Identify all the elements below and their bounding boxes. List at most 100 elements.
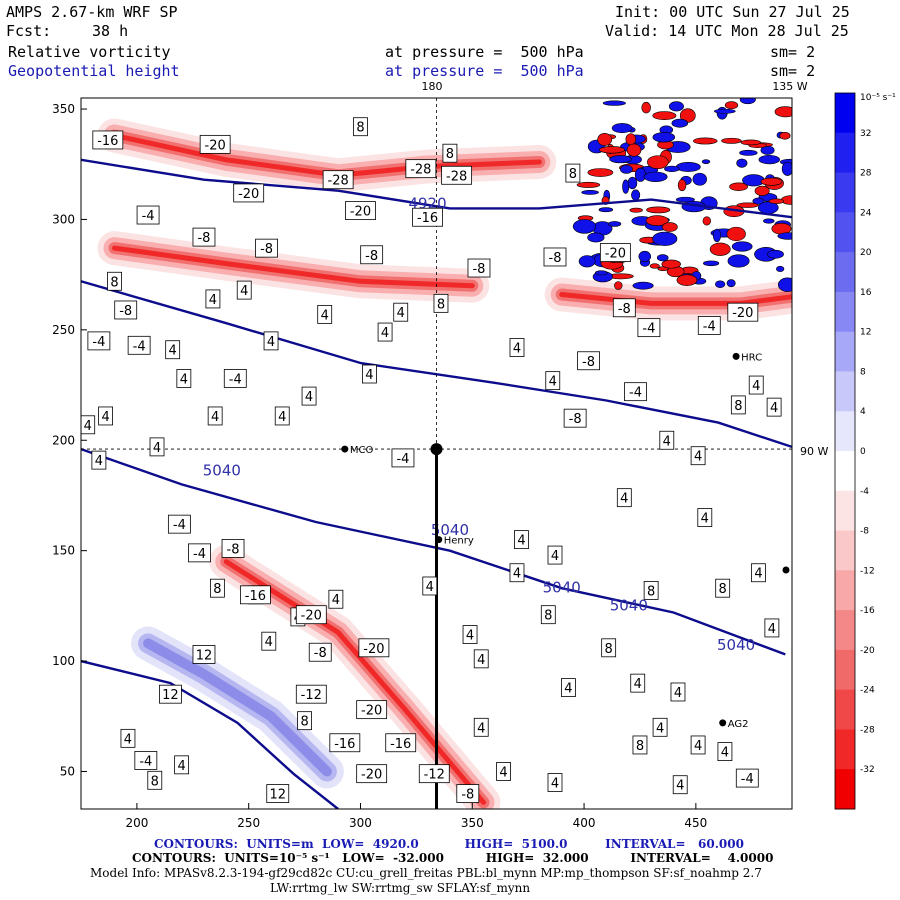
contour-label: -4 [642, 322, 655, 337]
station-marker [435, 536, 443, 544]
vorticity-cell [631, 189, 641, 201]
contour-label-box [624, 382, 647, 402]
y-tick-label: 250 [52, 323, 75, 337]
vorticity-cell [736, 158, 748, 168]
contour-label: 4 [278, 410, 286, 425]
contour-label-box [174, 755, 190, 775]
field2-level: at pressure = 500 hPa [385, 62, 584, 80]
colorbar-tick-label: 28 [860, 169, 872, 179]
contour-label: -20 [361, 768, 382, 783]
station-marker [782, 566, 790, 574]
contour-label-box [192, 227, 216, 247]
contour-label-box [308, 642, 332, 662]
contour-label-box [563, 408, 587, 428]
contour-label: 4 [768, 622, 776, 637]
contour-label-box [207, 406, 223, 426]
vorticity-cell [739, 149, 758, 156]
contour-label-box [147, 770, 163, 790]
colorbar-swatch [835, 570, 855, 611]
contour-label-box [263, 331, 279, 351]
height-contour-5040 [81, 447, 786, 656]
contour-label-box [301, 386, 317, 406]
vorticity-cell [721, 137, 742, 144]
vorticity-cell [668, 101, 684, 112]
contour-label-box [441, 165, 473, 185]
vorticity-cell [731, 241, 753, 252]
contour-label-box [98, 406, 113, 426]
contour-label: -20 [205, 138, 226, 153]
vorticity-cell [713, 108, 736, 114]
vorticity-cell [661, 259, 681, 269]
height-contour-label: 5040 [717, 636, 755, 654]
contour-label: 4 [332, 593, 340, 608]
vorticity-cell [598, 207, 614, 213]
contour-label: 4 [365, 368, 373, 383]
contour-label: 4 [124, 732, 132, 747]
colorbar-swatch [835, 371, 855, 412]
contour-label-box [377, 322, 393, 342]
vorticity-cell [638, 250, 652, 262]
vorticity-cell [609, 155, 632, 164]
contour-label-box [727, 302, 759, 322]
contour-label-box [353, 117, 368, 137]
y-tick-label: 150 [52, 544, 75, 558]
contour-label: 4 [397, 306, 405, 321]
contour-label-box [159, 684, 182, 704]
vorticity-cell [576, 181, 601, 188]
contour-label: -16 [97, 134, 118, 149]
contour-label-box [136, 205, 160, 225]
contour-label: 4 [694, 739, 702, 754]
contour-label: 4 [180, 372, 188, 387]
vorticity-cell [712, 228, 722, 243]
contour-label: 4 [211, 410, 219, 425]
contour-label: -8 [618, 302, 631, 317]
contour-label: -4 [703, 319, 716, 334]
contour-label: 4 [551, 777, 559, 792]
contour-label-box [509, 563, 525, 583]
contour-label: 4 [549, 375, 557, 390]
colorbar-swatch [835, 649, 855, 691]
contour-label-box [329, 733, 361, 753]
contour-label-box [418, 764, 450, 784]
contour-label: 12 [162, 688, 179, 703]
vorticity-cell [620, 164, 633, 174]
contour-label: -28 [410, 163, 431, 178]
vorticity-cell [622, 179, 630, 194]
vorticity-cell [634, 167, 646, 182]
contour-label-box [643, 581, 659, 600]
contour-label-box [652, 717, 668, 737]
vorticity-cell [652, 132, 676, 143]
vorticity-cell [727, 254, 750, 268]
contour-label-box [496, 762, 511, 781]
y-tick-label: 50 [60, 764, 75, 778]
contour-label-box [715, 578, 731, 598]
contour-label: 4 [754, 567, 762, 582]
contour-label-box [514, 530, 529, 550]
vorticity-cell [598, 146, 625, 154]
contour-label-box [385, 733, 417, 753]
vorticity-cell [664, 165, 680, 173]
contour-label-box [391, 448, 415, 468]
vorticity-cell [587, 168, 614, 177]
contour-label: 4 [517, 534, 525, 549]
contour-label: -12 [424, 768, 445, 783]
contour-label: 4 [153, 441, 161, 456]
vorticity-cell [739, 98, 756, 105]
contour-label: 12 [196, 648, 213, 663]
contour-label: -4 [142, 209, 155, 224]
colorbar-swatch [835, 689, 855, 730]
contour-label: 8 [605, 642, 613, 657]
contour-label-box [690, 446, 706, 466]
vorticity-cell [643, 171, 668, 183]
contour-label: 8 [300, 715, 308, 730]
contour-label: -20 [301, 609, 322, 624]
contour-label-box [356, 764, 388, 784]
contour-label-box [239, 585, 271, 605]
contour-label: 4 [634, 677, 642, 692]
contour-label: 4 [101, 410, 109, 425]
height-contour-info: CONTOURS: UNITS=m LOW= 4920.0 HIGH= 5100… [154, 837, 744, 851]
contour-label-box [297, 711, 312, 731]
vorticity-cell [763, 218, 775, 224]
contour-label: 4 [656, 721, 664, 736]
